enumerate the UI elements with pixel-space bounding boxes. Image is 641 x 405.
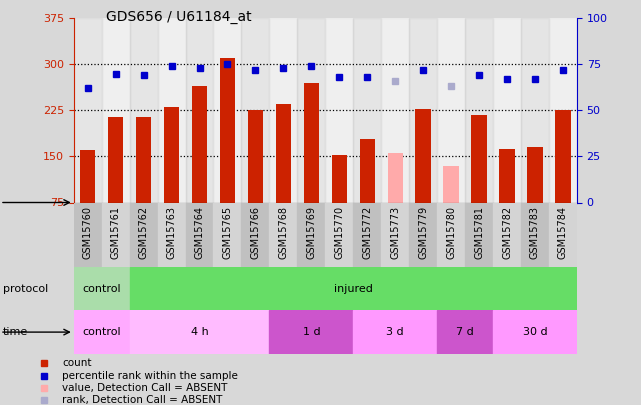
- Bar: [444, 166, 459, 202]
- Bar: [129, 267, 577, 310]
- Text: time: time: [3, 327, 28, 337]
- Bar: [269, 310, 353, 354]
- Bar: [555, 111, 570, 202]
- Text: GSM15770: GSM15770: [335, 206, 344, 259]
- Text: GSM15772: GSM15772: [362, 206, 372, 259]
- Bar: [192, 86, 207, 202]
- Text: GSM15764: GSM15764: [194, 206, 204, 259]
- Bar: [164, 107, 179, 202]
- Text: GSM15773: GSM15773: [390, 206, 400, 259]
- Text: GSM15783: GSM15783: [530, 206, 540, 259]
- Text: percentile rank within the sample: percentile rank within the sample: [63, 371, 238, 381]
- Text: GSM15765: GSM15765: [222, 206, 233, 259]
- Text: 3 d: 3 d: [387, 327, 404, 337]
- Bar: [108, 117, 123, 202]
- Bar: [304, 83, 319, 202]
- Bar: [220, 58, 235, 202]
- Text: GSM15760: GSM15760: [83, 206, 93, 259]
- Text: GSM15784: GSM15784: [558, 206, 568, 259]
- Bar: [136, 117, 151, 202]
- Bar: [437, 310, 493, 354]
- Bar: [185, 202, 213, 267]
- Bar: [297, 202, 325, 267]
- Bar: [353, 18, 381, 202]
- Bar: [521, 18, 549, 202]
- Bar: [247, 111, 263, 202]
- Text: count: count: [63, 358, 92, 369]
- Bar: [415, 109, 431, 202]
- Bar: [158, 18, 185, 202]
- Bar: [549, 202, 577, 267]
- Text: value, Detection Call = ABSENT: value, Detection Call = ABSENT: [63, 383, 228, 393]
- Bar: [80, 150, 96, 202]
- Bar: [493, 202, 521, 267]
- Bar: [409, 18, 437, 202]
- Bar: [102, 18, 129, 202]
- Bar: [493, 310, 577, 354]
- Text: protocol: protocol: [3, 284, 49, 294]
- Bar: [465, 202, 493, 267]
- Text: injured: injured: [334, 284, 372, 294]
- Bar: [528, 147, 543, 202]
- Text: control: control: [82, 284, 121, 294]
- Text: GSM15769: GSM15769: [306, 206, 316, 259]
- Text: GSM15780: GSM15780: [446, 206, 456, 259]
- Bar: [213, 18, 242, 202]
- Bar: [74, 202, 102, 267]
- Bar: [297, 18, 325, 202]
- Text: GSM15768: GSM15768: [278, 206, 288, 259]
- Bar: [185, 18, 213, 202]
- Text: GSM15782: GSM15782: [502, 206, 512, 259]
- Bar: [499, 149, 515, 202]
- Bar: [331, 155, 347, 202]
- Bar: [213, 202, 242, 267]
- Text: GSM15781: GSM15781: [474, 206, 484, 259]
- Bar: [325, 18, 353, 202]
- Bar: [388, 153, 403, 202]
- Bar: [276, 104, 291, 202]
- Bar: [437, 18, 465, 202]
- Bar: [242, 18, 269, 202]
- Text: control: control: [82, 327, 121, 337]
- Bar: [360, 139, 375, 202]
- Bar: [129, 310, 269, 354]
- Text: 1 d: 1 d: [303, 327, 320, 337]
- Text: 4 h: 4 h: [190, 327, 208, 337]
- Bar: [409, 202, 437, 267]
- Bar: [74, 267, 129, 310]
- Text: GSM15766: GSM15766: [251, 206, 260, 259]
- Bar: [102, 202, 129, 267]
- Bar: [549, 18, 577, 202]
- Bar: [465, 18, 493, 202]
- Bar: [269, 18, 297, 202]
- Text: GSM15762: GSM15762: [138, 206, 149, 259]
- Text: 7 d: 7 d: [456, 327, 474, 337]
- Bar: [129, 202, 158, 267]
- Bar: [381, 18, 409, 202]
- Bar: [437, 202, 465, 267]
- Text: GSM15763: GSM15763: [167, 206, 176, 259]
- Bar: [353, 202, 381, 267]
- Bar: [269, 202, 297, 267]
- Bar: [381, 202, 409, 267]
- Text: 30 d: 30 d: [522, 327, 547, 337]
- Text: GDS656 / U61184_at: GDS656 / U61184_at: [106, 10, 251, 24]
- Text: GSM15761: GSM15761: [111, 206, 121, 259]
- Text: rank, Detection Call = ABSENT: rank, Detection Call = ABSENT: [63, 395, 223, 405]
- Bar: [74, 310, 129, 354]
- Bar: [493, 18, 521, 202]
- Text: GSM15779: GSM15779: [418, 206, 428, 259]
- Bar: [74, 18, 102, 202]
- Bar: [521, 202, 549, 267]
- Bar: [242, 202, 269, 267]
- Bar: [353, 310, 437, 354]
- Bar: [129, 18, 158, 202]
- Bar: [325, 202, 353, 267]
- Bar: [158, 202, 185, 267]
- Bar: [471, 115, 487, 202]
